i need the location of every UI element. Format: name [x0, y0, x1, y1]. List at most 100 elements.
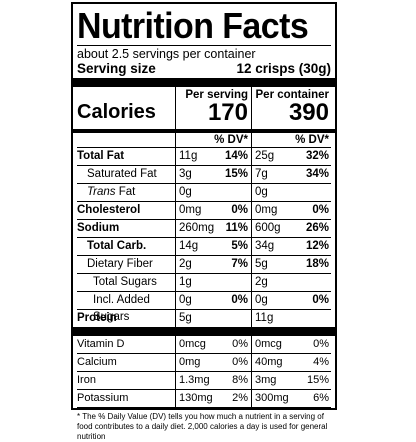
per-serving-cell: 0mcg 0%: [175, 336, 251, 353]
per-container-cell: 25g 32%: [251, 148, 331, 165]
dv-header-serving: % DV*: [175, 133, 251, 147]
footnote: * The % Daily Value (DV) tells you how m…: [77, 407, 331, 442]
daily-value: 15%: [306, 374, 329, 386]
amount: 3mg: [255, 374, 277, 386]
vitamin-name: Potassium: [77, 392, 129, 404]
daily-value: 32%: [305, 150, 329, 162]
vitamin-name: Vitamin D: [77, 338, 125, 350]
per-container-cell: 5g 18%: [251, 256, 331, 273]
per-serving-cell: 260mg 11%: [175, 220, 251, 237]
amount: 5g: [255, 258, 268, 270]
amount: 0g: [179, 294, 192, 306]
per-serving-cell: 2g 7%: [175, 256, 251, 273]
nutrient-row: Incl. Added Sugars 0g 0% 0g 0%: [77, 291, 331, 326]
daily-value: 0%: [232, 356, 248, 368]
servings-per-container: about 2.5 servings per container: [77, 47, 256, 61]
daily-value: 12%: [305, 240, 329, 252]
per-container-cell: 0g: [251, 184, 331, 201]
amount: 11g: [255, 312, 274, 324]
nutrient-row: Trans Fat 0g 0g: [77, 183, 331, 201]
amount: 11g: [179, 150, 198, 162]
amount: 300mg: [255, 392, 289, 404]
daily-value: 2%: [232, 392, 248, 404]
nutrient-name-text: Fat: [118, 186, 136, 198]
daily-value: 14%: [224, 150, 248, 162]
amount: 130mg: [179, 392, 213, 404]
calories-row: Calories Per serving 170 Per container 3…: [77, 87, 331, 129]
per-container-cell: 40mg 4%: [251, 354, 331, 371]
per-container-cell: 3mg 15%: [251, 372, 331, 389]
daily-value: 6%: [313, 392, 329, 404]
per-container-cell: 7g 34%: [251, 166, 331, 183]
amount: 600g: [255, 222, 281, 234]
nutrient-row: Total Carb. 14g 5% 34g 12%: [77, 237, 331, 255]
amount: 34g: [255, 240, 275, 252]
nutrient-name: Total Carb.: [87, 240, 147, 252]
nutrient-name: Protein: [77, 312, 117, 324]
per-serving-cell: 14g 5%: [175, 238, 251, 255]
amount: 40mg: [255, 356, 283, 368]
vitamin-list: Vitamin D 0mcg 0% 0mcg 0% Calcium 0mg 0% 40mg 4% I…: [77, 336, 331, 407]
daily-value: 0%: [231, 204, 248, 216]
nutrient-name: Saturated Fat: [87, 168, 157, 180]
serving-size-row: Serving size 12 crisps (30g): [77, 61, 331, 78]
nutrient-name: Sodium: [77, 222, 120, 234]
nutrient-name: Incl. Added Sugars: [93, 294, 150, 323]
daily-value: 0%: [232, 338, 248, 350]
daily-value: 4%: [313, 356, 329, 368]
nutrient-row: Saturated Fat 3g 15% 7g 34%: [77, 165, 331, 183]
per-serving-cell: 0mg 0%: [175, 354, 251, 371]
per-serving-cell: 5g: [175, 310, 251, 327]
medium-divider: [73, 129, 335, 133]
per-container-cell: 0mcg 0%: [251, 336, 331, 353]
per-container-cell: 0mg 0%: [251, 202, 331, 219]
per-serving-cell: 0mg 0%: [175, 202, 251, 219]
per-container-cell: 11g: [251, 310, 331, 327]
daily-value: 0%: [312, 204, 329, 216]
per-container-header: Per container: [255, 89, 330, 101]
calories-per-serving: Per serving 170: [175, 87, 251, 129]
daily-value: 0%: [313, 338, 329, 350]
nutrient-row: Total Sugars 1g 2g: [77, 273, 331, 291]
nutrient-name: Cholesterol: [77, 204, 141, 216]
thick-divider: [73, 78, 335, 87]
serving-size-value: 12 crisps (30g): [236, 61, 331, 76]
vitamin-row: Vitamin D 0mcg 0% 0mcg 0%: [77, 336, 331, 353]
per-container-cell: 0g 0%: [251, 292, 331, 326]
vitamin-name: Calcium: [77, 356, 117, 368]
calories-container-value: 390: [288, 99, 329, 126]
daily-value: 34%: [305, 168, 329, 180]
amount: 2g: [179, 258, 192, 270]
per-serving-cell: 11g 14%: [175, 148, 251, 165]
nutrient-row: Total Fat 11g 14% 25g 32%: [77, 147, 331, 165]
amount: 0mg: [179, 356, 201, 368]
vitamin-row: Potassium 130mg 2% 300mg 6%: [77, 389, 331, 407]
vitamin-name: Iron: [77, 374, 96, 386]
label-title: Nutrition Facts: [77, 5, 309, 46]
nutrient-row: Dietary Fiber 2g 7% 5g 18%: [77, 255, 331, 273]
amount: 25g: [255, 150, 275, 162]
daily-value: 0%: [312, 294, 329, 306]
nutrient-row: Cholesterol 0mg 0% 0mg 0%: [77, 201, 331, 219]
calories-label: Calories: [77, 101, 156, 123]
serving-size-label: Serving size: [77, 61, 156, 76]
vitamin-row: Iron 1.3mg 8% 3mg 15%: [77, 371, 331, 389]
per-container-cell: 300mg 6%: [251, 390, 331, 407]
nutrition-facts-label: Nutrition Facts about 2.5 servings per c…: [71, 2, 337, 441]
per-serving-cell: 0g: [175, 184, 251, 201]
per-serving-cell: 3g 15%: [175, 166, 251, 183]
dv-header-container: % DV*: [251, 133, 331, 147]
amount: 5g: [179, 312, 192, 324]
daily-value: 18%: [305, 258, 329, 270]
nutrient-row: Protein 5g 11g: [77, 309, 331, 327]
daily-value: 11%: [225, 222, 248, 234]
thick-divider-2: [73, 327, 335, 336]
vitamin-row: Calcium 0mg 0% 40mg 4%: [77, 353, 331, 371]
per-serving-cell: 1g: [175, 274, 251, 291]
amount: 3g: [179, 168, 192, 180]
amount: 260mg: [179, 222, 215, 234]
amount: 0mcg: [179, 338, 206, 350]
daily-value: 7%: [231, 258, 248, 270]
nutrient-name: Total Sugars: [93, 276, 157, 288]
daily-value: 15%: [224, 168, 248, 180]
